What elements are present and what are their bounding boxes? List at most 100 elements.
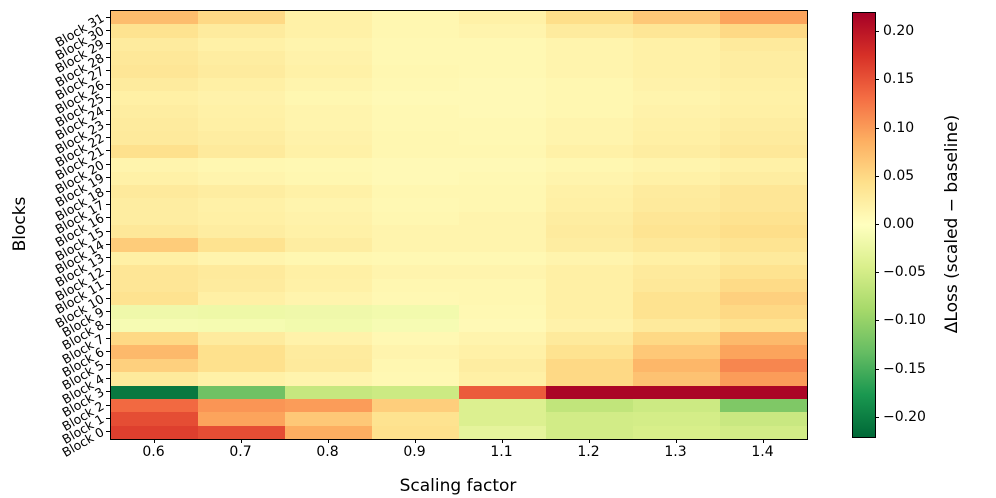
heatmap-cell — [720, 345, 807, 359]
y-tick-mark — [106, 230, 110, 232]
heatmap-cell — [546, 372, 633, 386]
heatmap-cell — [633, 198, 720, 212]
x-tick-mark — [327, 439, 329, 443]
heatmap-cell — [285, 385, 372, 399]
colorbar-tick-label: 0.00 — [883, 216, 915, 232]
heatmap-cell — [111, 51, 198, 65]
heatmap-cell — [459, 358, 546, 373]
colorbar-tick-mark — [875, 320, 879, 322]
heatmap-cell — [285, 225, 372, 239]
heatmap-cell — [459, 225, 546, 239]
y-tick-mark — [106, 257, 110, 259]
heatmap-cell — [285, 332, 372, 346]
y-tick-mark — [106, 56, 110, 58]
heatmap-cell — [459, 131, 546, 145]
heatmap-cell — [546, 332, 633, 346]
heatmap-cell — [372, 104, 459, 118]
heatmap-cell — [111, 412, 198, 426]
heatmap-cell — [111, 318, 198, 332]
colorbar-tick-label: 0.10 — [883, 119, 915, 136]
y-tick-mark — [106, 110, 110, 112]
colorbar-tick-mark — [875, 79, 879, 81]
heatmap-cell — [285, 144, 372, 159]
heatmap-cell — [285, 372, 372, 386]
heatmap-cell — [633, 64, 720, 78]
y-tick-mark — [106, 30, 110, 32]
y-tick-mark — [106, 351, 110, 353]
heatmap-cell — [546, 225, 633, 239]
heatmap-cell — [111, 91, 198, 105]
heatmap-cell — [285, 37, 372, 52]
colorbar-tick-label: −0.15 — [883, 360, 926, 377]
heatmap-cell — [111, 104, 198, 118]
heatmap-cell — [285, 11, 372, 25]
heatmap-cell — [633, 184, 720, 199]
colorbar-tick-label: 0.20 — [883, 23, 915, 40]
heatmap-cell — [546, 131, 633, 145]
y-tick-mark — [106, 377, 110, 379]
heatmap-cell — [633, 51, 720, 65]
heatmap-cell — [285, 184, 372, 199]
heatmap-cell — [285, 171, 372, 185]
heatmap-cell — [633, 358, 720, 373]
heatmap-cell — [633, 291, 720, 306]
heatmap-cell — [633, 238, 720, 252]
heatmap-cell — [720, 24, 807, 38]
heatmap-cell — [720, 64, 807, 78]
heatmap-cell — [459, 305, 546, 319]
heatmap-cell — [111, 425, 198, 439]
heatmap-cell — [459, 412, 546, 426]
heatmap-cell — [459, 238, 546, 252]
heatmap-cell — [546, 37, 633, 52]
heatmap-cell — [111, 77, 198, 92]
heatmap-cell — [372, 37, 459, 52]
heatmap-cell — [459, 278, 546, 292]
heatmap-cell — [111, 332, 198, 346]
heatmap-cell — [372, 412, 459, 426]
y-tick-mark — [106, 123, 110, 125]
heatmap-cell — [111, 118, 198, 132]
heatmap-cell — [372, 77, 459, 92]
heatmap-cell — [633, 332, 720, 346]
colorbar-tick-mark — [875, 127, 879, 129]
heatmap-cell — [111, 372, 198, 386]
colorbar-tick-label: −0.10 — [883, 312, 926, 329]
heatmap-cell — [546, 345, 633, 359]
heatmap-cell — [372, 118, 459, 132]
heatmap-cell — [198, 358, 285, 373]
heatmap-cell — [198, 372, 285, 386]
heatmap-cell — [459, 24, 546, 38]
heatmap-cell — [720, 385, 807, 399]
heatmap-cell — [546, 158, 633, 172]
heatmap-cell — [285, 291, 372, 306]
heatmap-cell — [720, 51, 807, 65]
heatmap-cell — [111, 24, 198, 38]
heatmap-cell — [459, 198, 546, 212]
y-tick-mark — [106, 16, 110, 18]
heatmap-cell — [198, 305, 285, 319]
x-tick-mark — [501, 439, 503, 443]
colorbar-tick-mark — [875, 368, 879, 370]
heatmap-cell — [633, 118, 720, 132]
heatmap-cell — [198, 291, 285, 306]
heatmap-cell — [459, 104, 546, 118]
heatmap-cell — [372, 385, 459, 399]
heatmap-cell — [198, 144, 285, 159]
y-tick-mark — [106, 150, 110, 152]
heatmap-cell — [111, 238, 198, 252]
colorbar-tick-label: −0.05 — [883, 264, 926, 281]
heatmap-cell — [285, 412, 372, 426]
y-tick-mark — [106, 43, 110, 45]
heatmap-cell — [633, 398, 720, 413]
heatmap-cell — [372, 158, 459, 172]
heatmap-cell — [285, 24, 372, 38]
heatmap-cell — [459, 385, 546, 399]
heatmap-cell — [720, 305, 807, 319]
heatmap-cell — [720, 238, 807, 252]
heatmap-cell — [372, 64, 459, 78]
heatmap-cell — [198, 104, 285, 118]
heatmap-cell — [372, 251, 459, 266]
heatmap-cell — [111, 64, 198, 78]
heatmap-cell — [546, 265, 633, 279]
heatmap-cell — [720, 37, 807, 52]
